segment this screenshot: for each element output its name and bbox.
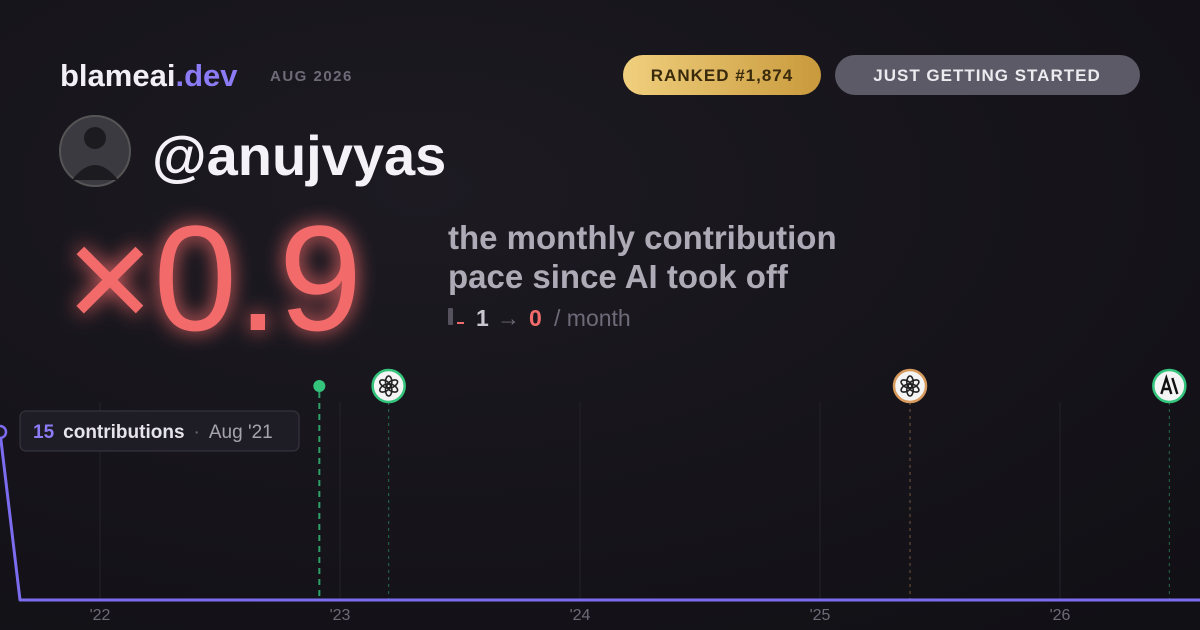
- rank-text: RANKED #1,874: [651, 66, 793, 85]
- pace-before: 1: [476, 305, 489, 331]
- tooltip-box: [19, 410, 300, 452]
- event-glyph: [378, 379, 392, 389]
- event-glyph: [900, 379, 913, 389]
- event-glyph: [1160, 373, 1179, 395]
- username: @anujvyas: [152, 124, 446, 187]
- brand-tld: .dev: [175, 58, 238, 93]
- description-line: the monthly contribution: [448, 219, 837, 256]
- rank-badge: [623, 55, 821, 95]
- x-tick-label: '24: [570, 607, 591, 624]
- tooltip-value: 15: [33, 422, 55, 443]
- chart: '22 '23 '24 '25 '26 15 contributions · Aug '21: [0, 368, 1200, 624]
- level-text: JUST GETTING STARTED: [873, 66, 1100, 85]
- x-tick-label: '22: [90, 607, 111, 624]
- line-series: [0, 431, 1200, 602]
- pace-unit: / month: [554, 305, 631, 331]
- hover-point: [0, 424, 8, 440]
- headline: ×0.9: [66, 194, 362, 362]
- x-tick-label: '23: [330, 607, 351, 624]
- level-badge: [835, 55, 1140, 95]
- pace-after: 0: [529, 305, 542, 331]
- tooltip-label: contributions: [63, 422, 184, 443]
- brand-name: blameai: [60, 58, 175, 93]
- tooltip-date: Aug '21: [209, 422, 273, 443]
- tooltip-separator: ·: [194, 422, 200, 443]
- brand: blameai.dev: [60, 58, 238, 93]
- period: AUG 2026: [270, 68, 353, 85]
- x-tick-label: '25: [810, 607, 831, 624]
- pace-icon: [448, 308, 453, 325]
- event-icon: [892, 368, 928, 404]
- tooltip: 15 contributions · Aug '21: [19, 410, 300, 452]
- pace-icon: [457, 322, 464, 324]
- description-line: pace since AI took off: [448, 258, 789, 295]
- avatar: [59, 115, 131, 187]
- x-tick-label: '26: [1050, 607, 1071, 624]
- pace-arrow: →: [497, 305, 520, 331]
- event-icon: [371, 368, 406, 404]
- event-dot: [313, 380, 326, 392]
- tooltip-text: 15 contributions · Aug '21: [33, 422, 273, 443]
